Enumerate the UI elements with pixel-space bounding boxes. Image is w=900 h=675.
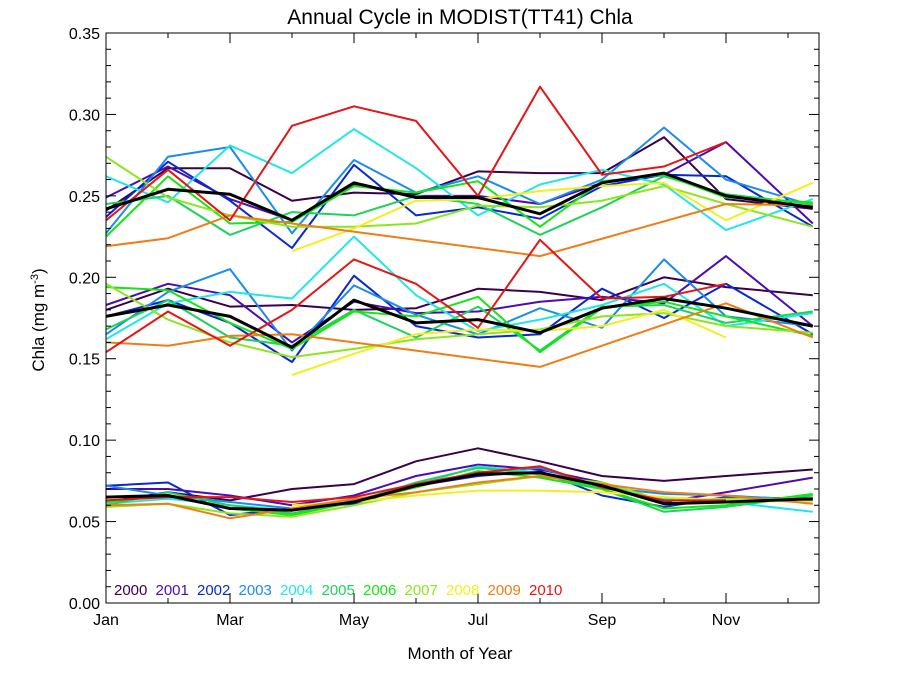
- series-line-2010-upper: [105, 85, 727, 222]
- y-tick-label: 0.00: [69, 596, 100, 613]
- series-line-2006-upper: [105, 173, 813, 238]
- series-line-2004-middle: [105, 235, 813, 341]
- series-line-2008-middle: [291, 308, 727, 376]
- series-line-2010-lower: [105, 465, 726, 503]
- series-line-2009-middle: [105, 302, 814, 368]
- x-tick-label: Mar: [216, 612, 244, 629]
- y-tick-label: 0.05: [69, 515, 100, 532]
- legend-entry-2001: 2001: [156, 582, 189, 599]
- mean-line-upper: [105, 171, 813, 222]
- chart-title: Annual Cycle in MODIST(TT41) Chla: [287, 6, 633, 29]
- x-tick-label: Jan: [93, 612, 119, 629]
- x-axis-title: Month of Year: [408, 644, 513, 663]
- legend-entry-2002: 2002: [197, 582, 230, 599]
- series-line-2004-upper: [105, 128, 814, 232]
- series-line-2008-upper: [291, 181, 814, 253]
- legend-entry-2005: 2005: [322, 582, 355, 599]
- series-line-2009-lower: [105, 475, 813, 520]
- y-tick-label: 0.15: [69, 352, 100, 369]
- series-line-2005-lower: [105, 466, 813, 515]
- mean-line-middle: [105, 297, 814, 349]
- series-line-2005-middle: [105, 299, 813, 352]
- legend-entry-2003: 2003: [239, 582, 272, 599]
- series-line-2010-middle: [105, 238, 727, 354]
- mean-line-lower: [105, 471, 813, 512]
- legend-entry-2009: 2009: [488, 582, 521, 599]
- legend: 2000 2001 2002 2003 2004 2005 2006 2007 2008 2009…: [114, 582, 562, 599]
- x-tick-label: May: [339, 612, 369, 629]
- series-line-2008-lower: [291, 489, 813, 507]
- y-tick-label: 0.25: [69, 189, 100, 206]
- series-line-2000-upper: [105, 136, 813, 212]
- legend-entry-2008: 2008: [446, 582, 479, 599]
- tick-layer: Jan Mar May Jul Sep Nov 0.00 0.05 0.10 0.15 0.20 0.…: [69, 26, 819, 629]
- legend-entry-2000: 2000: [114, 582, 147, 599]
- series-line-2003-upper: [105, 126, 814, 235]
- y-tick-label: 0.10: [69, 433, 100, 450]
- x-tick-label: Sep: [588, 612, 617, 629]
- series-layer: [105, 85, 814, 520]
- legend-entry-2004: 2004: [280, 582, 313, 599]
- series-line-2009-upper: [105, 203, 813, 258]
- y-tick-label: 0.30: [69, 107, 100, 124]
- y-axis-title: Chla (mg m-3): [29, 268, 48, 371]
- y-tick-label: 0.20: [69, 270, 100, 287]
- y-axis-title-end: ): [29, 268, 48, 274]
- mean-layer: [105, 171, 814, 512]
- y-axis-title-sup: -3: [29, 274, 41, 284]
- y-axis-title-main: Chla (mg m: [29, 284, 48, 372]
- series-line-2003-middle: [105, 258, 813, 352]
- series-line-2000-lower: [105, 447, 813, 503]
- x-tick-label: Nov: [712, 612, 740, 629]
- legend-entry-2006: 2006: [363, 582, 396, 599]
- legend-entry-2007: 2007: [405, 582, 438, 599]
- y-tick-label: 0.35: [69, 26, 100, 43]
- x-tick-label: Jul: [468, 612, 488, 629]
- series-line-2000-middle: [105, 276, 813, 311]
- plot-frame: [105, 32, 820, 604]
- legend-entry-2010: 2010: [529, 582, 562, 599]
